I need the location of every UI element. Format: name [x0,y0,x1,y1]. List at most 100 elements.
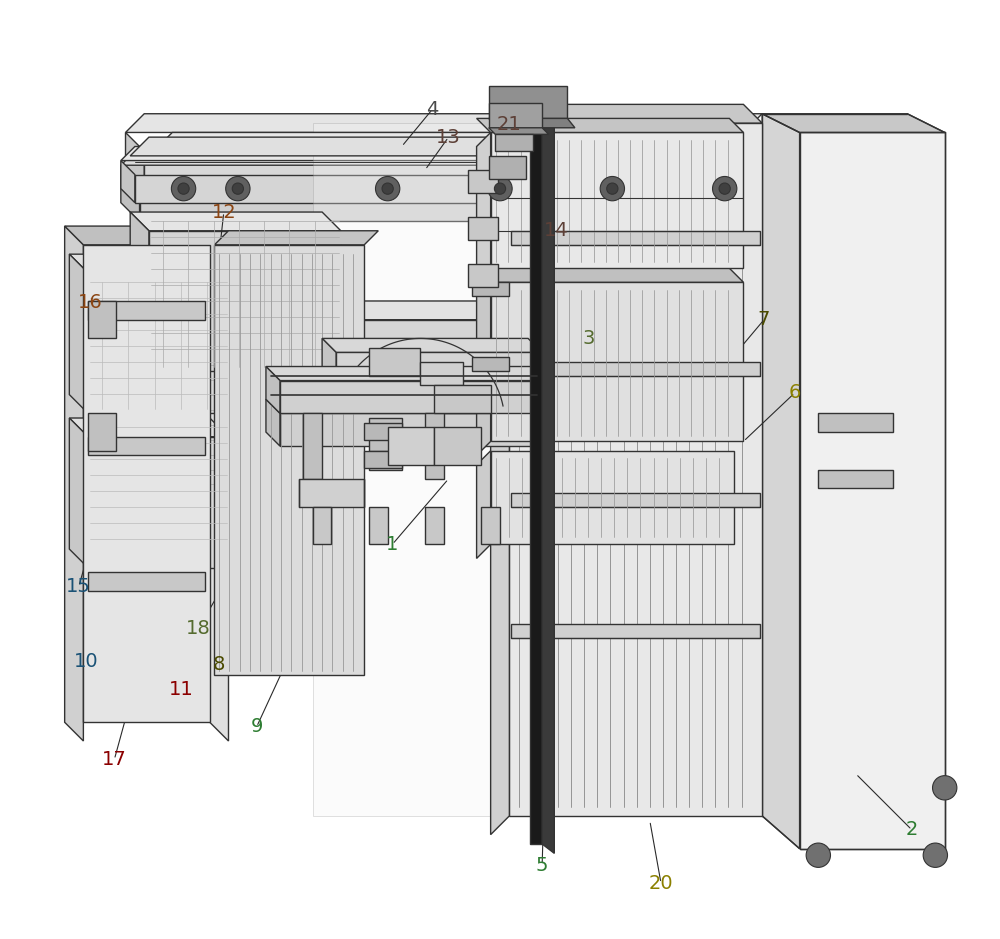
Text: 10: 10 [74,652,99,671]
Polygon shape [364,423,402,439]
Polygon shape [266,366,547,380]
Polygon shape [144,151,743,189]
Text: 18: 18 [186,619,211,639]
Text: 6: 6 [789,383,801,402]
Polygon shape [477,283,491,455]
Polygon shape [519,95,567,104]
Polygon shape [468,264,498,287]
Polygon shape [88,273,228,413]
Polygon shape [472,283,509,297]
Polygon shape [130,212,341,231]
Polygon shape [818,413,893,432]
Polygon shape [369,455,402,470]
Polygon shape [322,338,542,352]
Polygon shape [481,507,500,545]
Polygon shape [121,146,743,165]
Text: 8: 8 [213,654,225,674]
Polygon shape [88,413,116,451]
Polygon shape [130,357,149,507]
Polygon shape [336,352,542,399]
Polygon shape [511,362,760,376]
Polygon shape [472,357,509,371]
Polygon shape [65,226,83,741]
Polygon shape [83,245,210,722]
Polygon shape [322,338,336,399]
Polygon shape [468,217,498,240]
Text: 9: 9 [250,717,263,736]
Polygon shape [369,437,402,451]
Polygon shape [762,114,800,849]
Polygon shape [509,123,762,816]
Polygon shape [477,118,743,132]
Polygon shape [434,385,491,413]
Circle shape [494,183,506,194]
Text: 3: 3 [583,329,595,348]
Polygon shape [65,226,228,245]
Circle shape [488,177,512,201]
Circle shape [607,183,618,194]
Polygon shape [219,301,594,319]
Polygon shape [434,427,481,465]
Circle shape [933,776,957,800]
Polygon shape [388,427,434,465]
Polygon shape [130,137,757,156]
Polygon shape [121,146,753,161]
Polygon shape [130,212,149,371]
Polygon shape [818,470,893,488]
Circle shape [178,183,189,194]
Polygon shape [425,413,444,479]
Polygon shape [477,451,491,559]
Text: 4: 4 [426,100,439,118]
Polygon shape [511,493,760,507]
Text: 7: 7 [758,310,770,330]
Polygon shape [489,102,542,128]
Polygon shape [238,319,594,357]
Circle shape [171,177,196,201]
Circle shape [923,843,948,868]
Text: 2: 2 [906,821,918,839]
Polygon shape [280,413,547,446]
Circle shape [226,177,250,201]
Circle shape [719,183,730,194]
Text: 14: 14 [544,222,569,240]
Polygon shape [489,118,575,128]
Polygon shape [140,184,725,222]
Polygon shape [299,479,364,507]
Polygon shape [219,301,238,357]
Polygon shape [420,362,463,385]
Polygon shape [800,132,945,849]
Text: 15: 15 [66,577,91,596]
Polygon shape [154,132,762,151]
Text: 21: 21 [497,115,522,134]
Circle shape [806,843,830,868]
Polygon shape [313,123,743,816]
Circle shape [713,177,737,201]
Polygon shape [69,418,88,568]
Circle shape [232,183,243,194]
Polygon shape [210,226,228,741]
Polygon shape [69,254,228,273]
Polygon shape [425,507,444,545]
Polygon shape [489,85,567,118]
Polygon shape [491,451,734,545]
Polygon shape [280,380,547,413]
Polygon shape [149,231,341,371]
Text: 1: 1 [386,535,399,554]
Polygon shape [511,231,760,245]
Polygon shape [530,100,542,844]
Polygon shape [88,301,205,319]
Polygon shape [266,399,280,446]
Polygon shape [369,507,388,545]
Polygon shape [126,114,762,132]
Polygon shape [266,399,547,413]
Text: 11: 11 [169,680,194,699]
Polygon shape [495,134,533,151]
Polygon shape [149,376,341,507]
Polygon shape [121,165,140,222]
Polygon shape [369,347,420,376]
Text: 20: 20 [649,874,673,893]
Polygon shape [121,161,135,203]
Text: 13: 13 [436,128,461,146]
Text: 16: 16 [78,293,102,313]
Polygon shape [542,100,554,854]
